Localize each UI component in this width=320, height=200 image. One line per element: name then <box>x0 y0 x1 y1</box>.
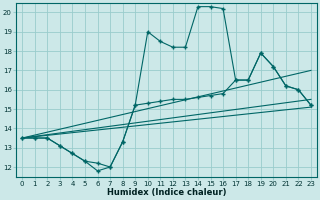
X-axis label: Humidex (Indice chaleur): Humidex (Indice chaleur) <box>107 188 226 197</box>
